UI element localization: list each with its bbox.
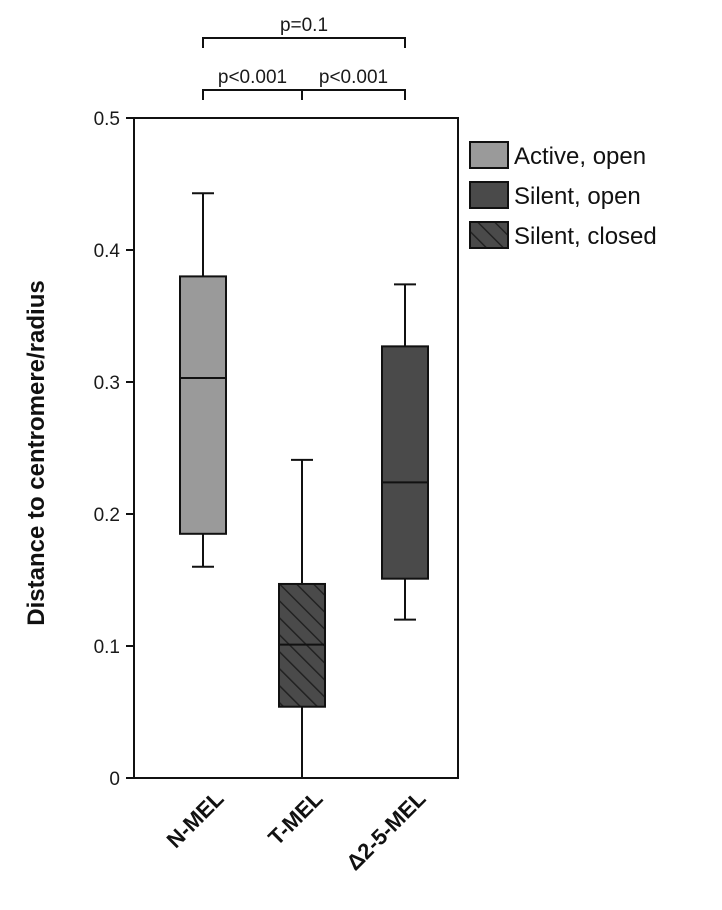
significance-bracket <box>301 89 406 100</box>
x-tick-label: T-MEL <box>263 786 327 850</box>
legend-label: Active, open <box>514 143 646 170</box>
boxes <box>179 192 429 779</box>
significance-bracket <box>202 89 303 100</box>
significance-label: p<0.001 <box>218 67 287 88</box>
box-body <box>179 275 227 535</box>
y-tick-label: 0 <box>109 769 120 790</box>
y-axis-label: Distance to centromere/radius <box>23 280 50 625</box>
box-body <box>381 345 429 580</box>
box-N-MEL <box>179 192 227 568</box>
legend-item: Active, open <box>469 141 646 170</box>
box-Δ2-5-MEL <box>381 283 429 621</box>
legend-item: Silent, closed <box>469 221 657 250</box>
significance-label: p<0.001 <box>319 67 388 88</box>
significance-bracket <box>202 37 406 48</box>
legend-label: Silent, open <box>514 183 641 210</box>
y-tick-label: 0.2 <box>94 505 120 526</box>
y-axis: 0 0.1 0.2 0.3 0.4 0.5 <box>94 109 134 790</box>
legend-label: Silent, closed <box>514 223 657 250</box>
y-tick-label: 0.3 <box>94 373 120 394</box>
legend-swatch <box>469 141 509 169</box>
significance-brackets: p<0.001 p<0.001 p=0.1 <box>202 15 406 100</box>
legend-swatch <box>469 221 509 249</box>
x-tick-label: N-MEL <box>162 786 229 853</box>
y-tick-label: 0.4 <box>94 241 121 262</box>
x-axis-labels: N-MEL T-MEL Δ2-5-MEL <box>162 786 431 875</box>
box-T-MEL <box>278 458 326 779</box>
legend: Active, open Silent, open Silent, closed <box>469 141 657 250</box>
x-tick-label: Δ2-5-MEL <box>341 786 430 875</box>
y-tick-label: 0.5 <box>94 109 120 130</box>
legend-item: Silent, open <box>469 181 641 210</box>
y-tick-label: 0.1 <box>94 637 120 658</box>
significance-label: p=0.1 <box>280 15 328 36</box>
legend-swatch <box>469 181 509 209</box>
